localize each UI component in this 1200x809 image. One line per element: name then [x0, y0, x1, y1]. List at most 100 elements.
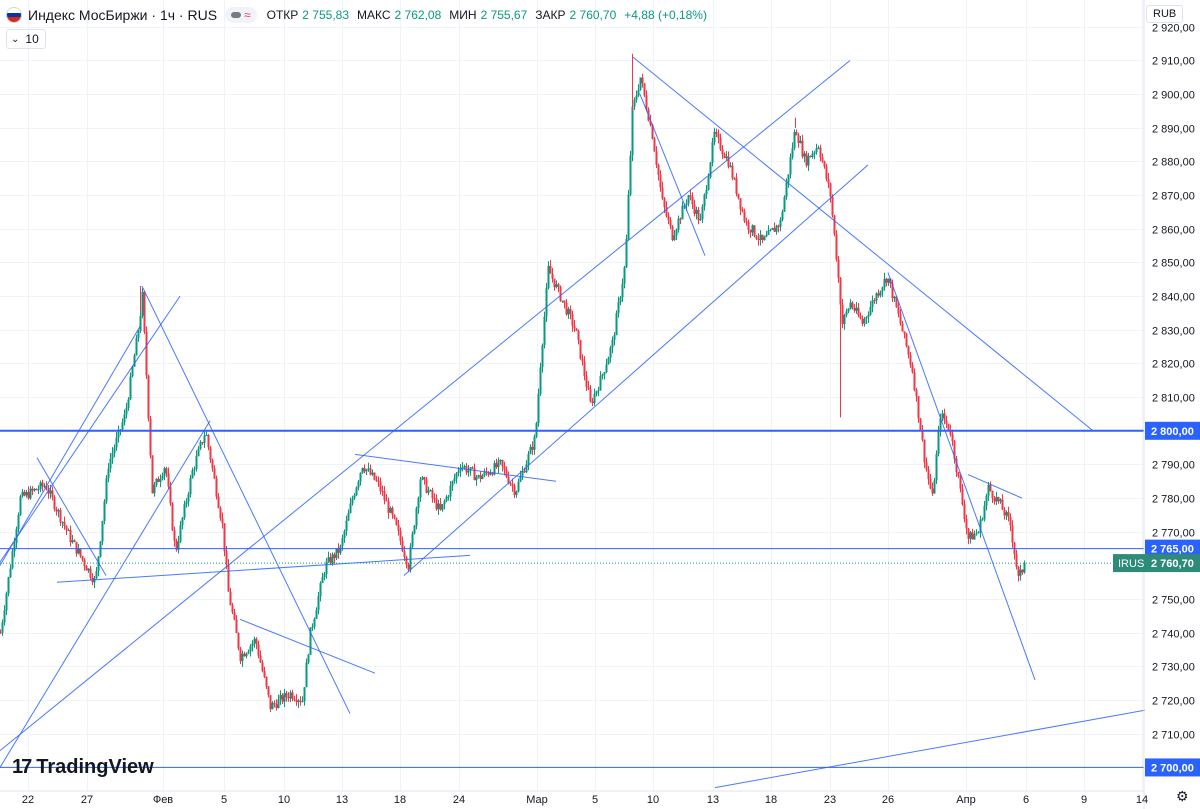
candle: [311, 623, 314, 632]
candle-body: [885, 278, 888, 283]
candle-body: [221, 518, 224, 524]
candle-body: [559, 286, 562, 301]
candle-body: [767, 230, 770, 235]
candle: [803, 151, 806, 163]
candle: [475, 474, 478, 486]
candle-body: [871, 300, 874, 308]
candle-body: [619, 297, 622, 303]
trend-line: [56, 554, 471, 583]
candle-body: [71, 540, 74, 543]
tradingview-logo[interactable]: 17 TradingView: [12, 756, 154, 779]
candle: [717, 129, 720, 144]
candle: [289, 690, 292, 703]
candle: [723, 152, 726, 159]
candle: [455, 472, 458, 484]
candle: [269, 695, 272, 712]
candle: [567, 306, 570, 319]
candle-body: [61, 521, 64, 523]
chevron-down-icon[interactable]: ⌄: [11, 33, 20, 45]
candle: [507, 471, 510, 485]
candle-body: [211, 459, 214, 469]
candle-body: [207, 434, 210, 448]
candle: [793, 129, 796, 151]
ohlc-values: ОТКР 2 755,83 МАКС 2 762,08 МИН 2 755,67 ЗА…: [267, 8, 711, 22]
candle: [503, 461, 506, 476]
candle-body: [277, 699, 280, 709]
symbol-title[interactable]: Индекс МосБиржи · 1ч · RUS: [28, 7, 218, 23]
candle-body: [35, 488, 38, 491]
candle: [471, 466, 474, 470]
horizontal-levels: [0, 429, 1144, 768]
candle: [943, 408, 946, 425]
candle-body: [425, 479, 428, 493]
candle-body: [309, 627, 312, 655]
candle: [95, 567, 98, 580]
candle-body: [195, 456, 198, 469]
candle: [283, 688, 286, 707]
candle-body: [137, 331, 140, 338]
candle: [113, 444, 116, 458]
candle: [67, 528, 70, 531]
candle: [481, 473, 484, 480]
candle-body: [607, 357, 610, 365]
pause-icon: [231, 12, 242, 18]
candle-body: [151, 455, 154, 494]
candle: [551, 267, 554, 283]
candle-body: [213, 468, 216, 479]
candle: [419, 477, 422, 502]
candle: [807, 152, 810, 171]
trend-line: [639, 93, 706, 256]
candle: [847, 308, 850, 314]
candle-body: [567, 308, 570, 315]
candle: [145, 326, 148, 380]
candle: [679, 217, 682, 225]
candle: [75, 541, 78, 557]
candle-body: [1003, 509, 1006, 516]
candle: [1003, 506, 1006, 520]
candle-body: [417, 497, 420, 509]
candle-body: [781, 211, 784, 220]
candle: [303, 687, 306, 706]
candle-body: [481, 475, 484, 479]
candle: [911, 361, 914, 374]
candle-body: [787, 174, 790, 183]
candle-body: [921, 430, 924, 440]
candle: [219, 506, 222, 521]
indicator-toggle[interactable]: ⌄ 10: [6, 29, 46, 49]
candle: [527, 450, 530, 471]
candle-body: [927, 469, 930, 479]
candle: [737, 193, 740, 200]
candle: [441, 503, 444, 512]
candle-body: [37, 489, 40, 491]
candle-body: [933, 480, 936, 494]
candle: [849, 299, 852, 310]
candle: [763, 235, 766, 241]
candle-body: [855, 307, 858, 311]
candle-body: [771, 228, 774, 230]
candle-body: [441, 504, 444, 510]
candle: [499, 459, 502, 465]
candle: [435, 494, 438, 511]
candle: [593, 388, 596, 406]
candle: [109, 453, 112, 473]
candle: [877, 289, 880, 298]
candle: [709, 161, 712, 179]
candle: [575, 328, 578, 332]
candle-body: [161, 475, 164, 479]
candle-body: [261, 662, 264, 671]
candle-body: [589, 389, 592, 402]
candle-body: [991, 491, 994, 499]
candle: [851, 301, 854, 310]
candle-body: [321, 577, 324, 584]
market-status-badge[interactable]: ≈: [225, 7, 257, 23]
candle: [333, 552, 336, 564]
candle-body: [437, 503, 440, 510]
candle-body: [171, 503, 174, 531]
candle: [855, 302, 858, 314]
candle-body: [387, 501, 390, 513]
currency-button[interactable]: RUB: [1146, 5, 1184, 23]
gear-icon[interactable]: ⚙: [1176, 788, 1189, 804]
candle: [953, 440, 956, 464]
candle-body: [505, 469, 508, 477]
